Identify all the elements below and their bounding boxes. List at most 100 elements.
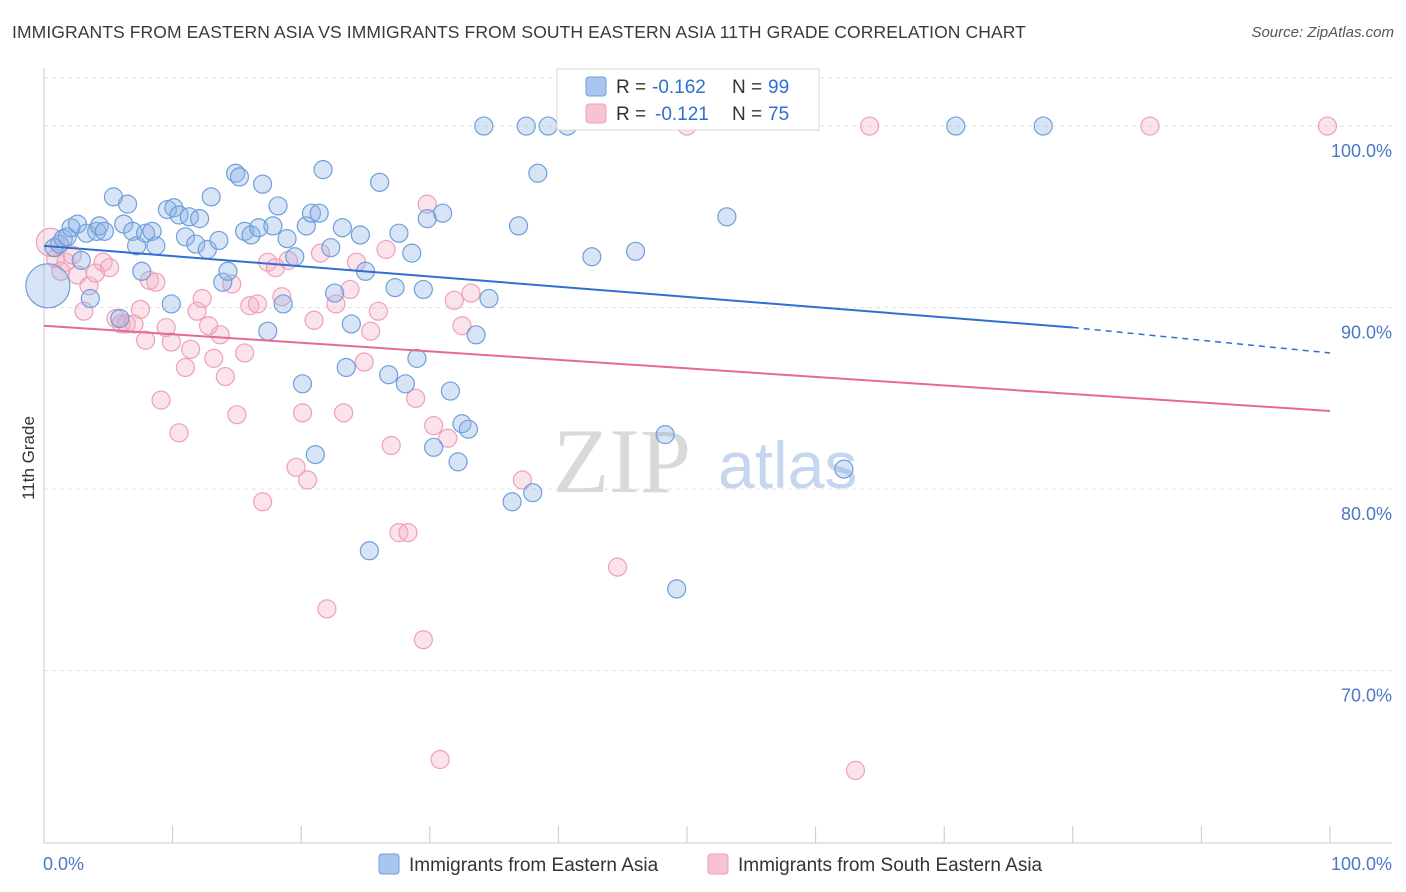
- point-south-eastern-asia: [368, 301, 388, 321]
- point-eastern-asia: [301, 203, 322, 223]
- point-eastern-asia: [273, 294, 293, 314]
- point-south-eastern-asia: [398, 523, 418, 543]
- point-eastern-asia: [89, 216, 109, 236]
- point-eastern-asia: [413, 279, 433, 300]
- point-eastern-asia: [458, 419, 478, 439]
- point-south-eastern-asia: [240, 296, 260, 316]
- point-eastern-asia: [313, 160, 333, 180]
- y-tick-label: 80.0%: [1341, 504, 1392, 524]
- point-south-eastern-asia: [235, 343, 255, 363]
- point-south-eastern-asia: [204, 348, 224, 368]
- point-eastern-asia: [80, 288, 100, 309]
- point-eastern-asia: [253, 174, 273, 194]
- point-south-eastern-asia: [417, 194, 437, 214]
- bottom-legend-label-blue: Immigrants from Eastern Asia: [409, 855, 659, 876]
- trend-lines: [43, 244, 1331, 413]
- point-eastern-asia: [325, 283, 345, 303]
- point-eastern-asia: [538, 116, 558, 136]
- point-eastern-asia: [407, 348, 427, 368]
- point-south-eastern-asia: [99, 258, 120, 278]
- point-eastern-asia: [448, 452, 468, 472]
- point-eastern-asia: [582, 247, 602, 267]
- point-eastern-asia: [135, 223, 156, 243]
- point-eastern-asia: [379, 365, 399, 385]
- point-eastern-asia: [321, 238, 341, 258]
- point-south-eastern-asia: [444, 290, 464, 310]
- point-south-eastern-asia: [860, 116, 880, 136]
- y-axis-label: 11th Grade: [19, 416, 38, 500]
- point-eastern-asia: [161, 294, 181, 314]
- point-eastern-asia: [146, 236, 166, 256]
- bottom-legend-label-pink: Immigrants from South Eastern Asia: [738, 855, 1043, 876]
- point-eastern-asia: [336, 357, 356, 378]
- point-eastern-asia: [296, 216, 316, 236]
- point-south-eastern-asia: [317, 599, 337, 619]
- point-eastern-asia: [508, 216, 529, 236]
- point-south-eastern-asia: [192, 288, 212, 309]
- point-south-eastern-asia: [452, 316, 472, 336]
- point-eastern-asia: [946, 116, 966, 136]
- point-eastern-asia: [142, 221, 162, 241]
- point-south-eastern-asia: [1317, 116, 1338, 136]
- point-eastern-asia: [305, 444, 325, 465]
- point-south-eastern-asia: [376, 239, 396, 260]
- point-south-eastern-asia: [272, 287, 292, 307]
- point-eastern-asia: [175, 227, 196, 247]
- point-eastern-asia: [402, 243, 422, 263]
- point-south-eastern-asia: [304, 310, 324, 330]
- legend-r-value-2: -0.121: [655, 104, 709, 125]
- point-eastern-asia: [385, 278, 405, 298]
- series-eastern-asia: [25, 116, 1053, 599]
- point-south-eastern-asia: [187, 301, 207, 321]
- point-eastern-asia: [523, 483, 543, 503]
- gridlines: [44, 77, 1392, 672]
- point-south-eastern-asia: [156, 317, 176, 338]
- trend-line-eastern-asia-extrapolated: [1072, 326, 1331, 354]
- point-south-eastern-asia: [130, 299, 151, 319]
- point-eastern-asia: [655, 425, 675, 445]
- point-south-eastern-asia: [310, 243, 331, 263]
- point-eastern-asia: [229, 167, 250, 187]
- bottom-legend-swatch-pink: [707, 853, 729, 875]
- trend-line-eastern-asia: [43, 244, 1073, 329]
- legend-n-value-1: 99: [768, 77, 789, 98]
- point-south-eastern-asia: [461, 283, 481, 303]
- chart-title: IMMIGRANTS FROM EASTERN ASIA VS IMMIGRAN…: [12, 22, 1026, 42]
- watermark: ZIP atlas: [553, 410, 857, 512]
- legend-swatch-pink: [585, 103, 607, 124]
- source-label: Source: ZipAtlas.com: [1251, 24, 1394, 41]
- point-eastern-asia: [350, 225, 370, 245]
- point-eastern-asia: [285, 247, 305, 267]
- point-eastern-asia: [466, 325, 486, 345]
- point-eastern-asia: [395, 374, 415, 394]
- point-eastern-asia: [218, 261, 238, 281]
- legend-n-value-2: 75: [768, 104, 789, 125]
- watermark-zip: ZIP: [553, 410, 691, 512]
- point-eastern-asia: [263, 216, 283, 236]
- point-south-eastern-asia: [512, 470, 532, 490]
- point-eastern-asia: [528, 163, 548, 183]
- point-south-eastern-asia: [340, 279, 360, 300]
- point-eastern-asia: [292, 374, 313, 394]
- point-south-eastern-asia: [361, 321, 381, 341]
- legend-r-label-1: R =: [616, 77, 646, 98]
- point-south-eastern-asia: [247, 294, 268, 314]
- y-tick-label: 100.0%: [1331, 141, 1392, 161]
- point-south-eastern-asia: [215, 366, 235, 387]
- legend: R = -0.162 N = 99 R = -0.121 N = 75: [556, 68, 820, 131]
- point-eastern-asia: [389, 223, 409, 243]
- point-eastern-asia: [667, 579, 687, 599]
- point-eastern-asia: [226, 163, 246, 183]
- bottom-legend: Immigrants from Eastern Asia Immigrants …: [378, 853, 1043, 876]
- point-south-eastern-asia: [227, 405, 247, 425]
- point-eastern-asia: [277, 229, 297, 249]
- point-south-eastern-asia: [62, 245, 82, 265]
- legend-swatch-blue: [585, 76, 607, 97]
- point-eastern-asia: [433, 203, 453, 223]
- point-eastern-asia: [268, 196, 288, 216]
- legend-r-value-1: -0.162: [652, 77, 706, 98]
- point-eastern-asia: [201, 187, 221, 207]
- point-eastern-asia: [479, 288, 499, 309]
- point-eastern-asia: [424, 437, 444, 457]
- point-south-eastern-asia: [175, 357, 196, 378]
